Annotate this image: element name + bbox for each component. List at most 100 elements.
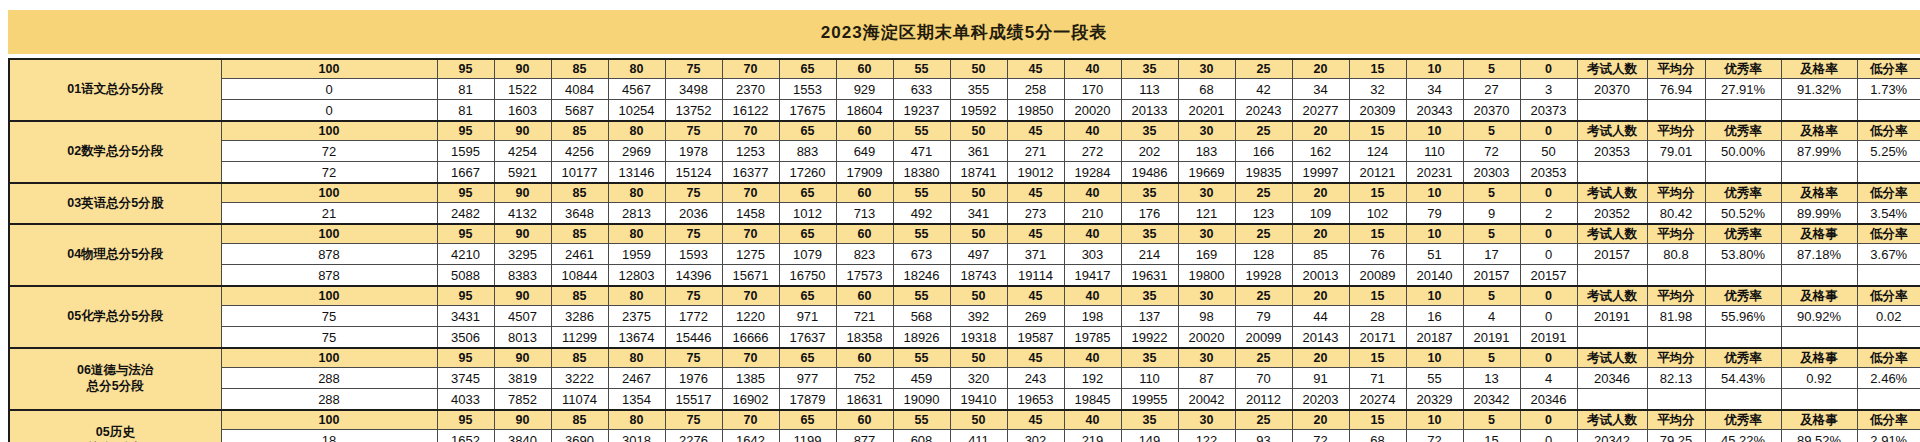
stat-value-cell: 2.91%	[1857, 430, 1920, 442]
cumulative-cell: 75	[221, 327, 437, 349]
cumulative-cell: 19669	[1178, 162, 1235, 184]
cumulative-cell: 20099	[1235, 327, 1292, 349]
stat-value-cell	[1705, 265, 1781, 287]
cumulative-cell: 17675	[779, 100, 836, 122]
stat-column-header: 平均分	[1647, 121, 1705, 141]
score-column-header: 50	[950, 183, 1007, 203]
stat-value-cell: 45.22%	[1705, 430, 1781, 442]
score-column-header: 5	[1463, 286, 1520, 306]
count-cell: 471	[893, 141, 950, 162]
stat-column-header: 平均分	[1647, 348, 1705, 368]
cumulative-cell: 20191	[1520, 327, 1577, 349]
score-column-header: 80	[608, 183, 665, 203]
score-column-header: 55	[893, 410, 950, 430]
stat-value-cell: 5.25%	[1857, 141, 1920, 162]
stat-value-cell: 80.8	[1647, 244, 1705, 265]
cumulative-cell: 18604	[836, 100, 893, 122]
score-column-header: 80	[608, 410, 665, 430]
stat-value-cell	[1647, 162, 1705, 184]
subject-label: 05历史总分5分段	[9, 410, 221, 442]
score-column-header: 75	[665, 348, 722, 368]
cumulative-cell: 1603	[494, 100, 551, 122]
subject-label: 06道德与法治总分5分段	[9, 348, 221, 410]
stat-value-cell: 20342	[1577, 430, 1647, 442]
count-cell: 81	[437, 79, 494, 100]
count-cell: 3286	[551, 306, 608, 327]
stat-value-cell: 55.96%	[1705, 306, 1781, 327]
score-column-header: 15	[1349, 59, 1406, 79]
stat-value-cell	[1577, 265, 1647, 287]
count-cell: 568	[893, 306, 950, 327]
count-cell: 3840	[494, 430, 551, 442]
cumulative-cell: 20157	[1463, 265, 1520, 287]
count-cell: 752	[836, 368, 893, 389]
stat-column-header: 平均分	[1647, 224, 1705, 244]
subject-label: 05化学总分5分段	[9, 286, 221, 348]
score-column-header: 10	[1406, 59, 1463, 79]
score-column-header: 10	[1406, 348, 1463, 368]
count-cell: 3690	[551, 430, 608, 442]
cumulative-cell: 19012	[1007, 162, 1064, 184]
cumulative-cell: 20243	[1235, 100, 1292, 122]
cumulative-cell: 18743	[950, 265, 1007, 287]
score-column-header: 75	[665, 224, 722, 244]
stat-value-cell: 90.92%	[1781, 306, 1857, 327]
score-column-header: 30	[1178, 224, 1235, 244]
count-cell: 2	[1520, 203, 1577, 225]
stat-value-cell: 2.46%	[1857, 368, 1920, 389]
count-cell: 1220	[722, 306, 779, 327]
score-column-header: 35	[1121, 59, 1178, 79]
score-column-header: 0	[1520, 59, 1577, 79]
stat-column-header: 平均分	[1647, 183, 1705, 203]
count-cell: 137	[1121, 306, 1178, 327]
count-cell: 3	[1520, 79, 1577, 100]
subject-label: 01语文总分5分段	[9, 59, 221, 121]
stat-value-cell	[1781, 100, 1857, 122]
cumulative-cell: 19486	[1121, 162, 1178, 184]
count-cell: 1642	[722, 430, 779, 442]
score-column-header: 70	[722, 286, 779, 306]
frequency-row: 0811522408445673498237015539296333552581…	[9, 79, 1920, 100]
score-column-header: 45	[1007, 183, 1064, 203]
score-column-header: 5	[1463, 410, 1520, 430]
count-cell: 34	[1406, 79, 1463, 100]
score-column-header: 20	[1292, 348, 1349, 368]
cumulative-cell: 20157	[1520, 265, 1577, 287]
score-column-header: 65	[779, 224, 836, 244]
stat-column-header: 低分率	[1857, 224, 1920, 244]
score-column-header: 15	[1349, 348, 1406, 368]
count-cell: 214	[1121, 244, 1178, 265]
stat-value-cell	[1647, 327, 1705, 349]
frequency-row: 8784210329524611959159312751079823673497…	[9, 244, 1920, 265]
stat-value-cell: 87.99%	[1781, 141, 1857, 162]
cumulative-cell: 10254	[608, 100, 665, 122]
score-column-header: 60	[836, 286, 893, 306]
score-column-header: 50	[950, 224, 1007, 244]
score-column-header: 85	[551, 121, 608, 141]
count-cell: 72	[1292, 430, 1349, 442]
stat-value-cell: 3.67%	[1857, 244, 1920, 265]
count-cell: 392	[950, 306, 1007, 327]
score-distribution-table: 01语文总分5分段1009590858075706560555045403530…	[8, 58, 1920, 442]
count-cell: 32	[1349, 79, 1406, 100]
count-cell: 18	[221, 430, 437, 442]
cumulative-cell: 288	[221, 389, 437, 411]
frequency-row: 2883745381932222467197613859777524593202…	[9, 368, 1920, 389]
count-cell: 42	[1235, 79, 1292, 100]
count-cell: 355	[950, 79, 1007, 100]
stat-column-header: 及格事	[1781, 348, 1857, 368]
count-cell: 98	[1178, 306, 1235, 327]
count-cell: 411	[950, 430, 1007, 442]
cumulative-cell: 20121	[1349, 162, 1406, 184]
cumulative-cell: 19850	[1007, 100, 1064, 122]
score-column-header: 75	[665, 121, 722, 141]
score-column-header: 60	[836, 410, 893, 430]
score-column-header: 35	[1121, 348, 1178, 368]
score-column-header: 25	[1235, 121, 1292, 141]
score-column-header: 15	[1349, 121, 1406, 141]
score-column-header: 85	[551, 348, 608, 368]
subject-label: 03英语总分5分股	[9, 183, 221, 224]
count-cell: 166	[1235, 141, 1292, 162]
count-cell: 71	[1349, 368, 1406, 389]
score-column-header: 10	[1406, 286, 1463, 306]
